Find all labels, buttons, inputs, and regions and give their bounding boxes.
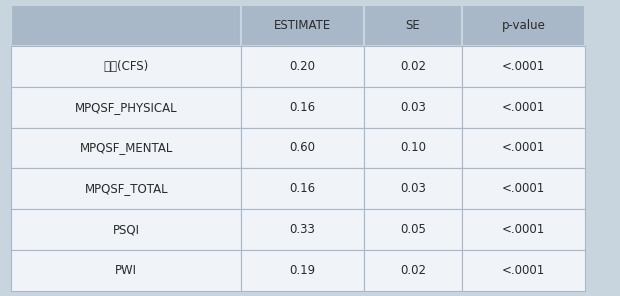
Bar [364,46,463,87]
Text: <.0001: <.0001 [502,182,546,195]
Text: 0.05: 0.05 [400,223,426,236]
Text: 0.03: 0.03 [400,101,426,114]
Bar [364,250,463,291]
Text: 0.60: 0.60 [290,141,316,155]
Bar [11,128,241,168]
Bar [364,209,463,250]
Text: 0.16: 0.16 [290,101,316,114]
Bar [11,87,241,128]
Text: SE: SE [405,19,420,32]
Text: 0.02: 0.02 [400,264,426,277]
Text: 0.02: 0.02 [400,60,426,73]
Bar [463,209,585,250]
Text: <.0001: <.0001 [502,264,546,277]
Text: 피로(CFS): 피로(CFS) [104,60,149,73]
Bar [463,5,585,46]
Bar [241,168,364,209]
Bar [11,46,241,87]
Text: 0.10: 0.10 [400,141,426,155]
Bar [364,5,463,46]
Text: 0.19: 0.19 [290,264,316,277]
Text: p-value: p-value [502,19,546,32]
Text: PWI: PWI [115,264,137,277]
Text: <.0001: <.0001 [502,101,546,114]
Bar [463,46,585,87]
Text: PSQI: PSQI [113,223,140,236]
Bar [241,46,364,87]
Text: <.0001: <.0001 [502,60,546,73]
Text: MPQSF_PHYSICAL: MPQSF_PHYSICAL [75,101,177,114]
Text: ESTIMATE: ESTIMATE [274,19,331,32]
Bar [364,87,463,128]
Text: MPQSF_MENTAL: MPQSF_MENTAL [79,141,173,155]
Bar [463,128,585,168]
Text: <.0001: <.0001 [502,141,546,155]
Text: <.0001: <.0001 [502,223,546,236]
Text: MPQSF_TOTAL: MPQSF_TOTAL [84,182,168,195]
Bar [241,87,364,128]
Bar [463,168,585,209]
Bar [11,209,241,250]
Text: 0.16: 0.16 [290,182,316,195]
Bar [463,250,585,291]
Bar [11,168,241,209]
Text: 0.20: 0.20 [290,60,316,73]
Bar [364,128,463,168]
Text: 0.33: 0.33 [290,223,316,236]
Bar [241,128,364,168]
Bar [463,87,585,128]
Bar [364,168,463,209]
Bar [241,5,364,46]
Text: 0.03: 0.03 [400,182,426,195]
Bar [11,250,241,291]
Bar [241,250,364,291]
Bar [241,209,364,250]
Bar [11,5,241,46]
